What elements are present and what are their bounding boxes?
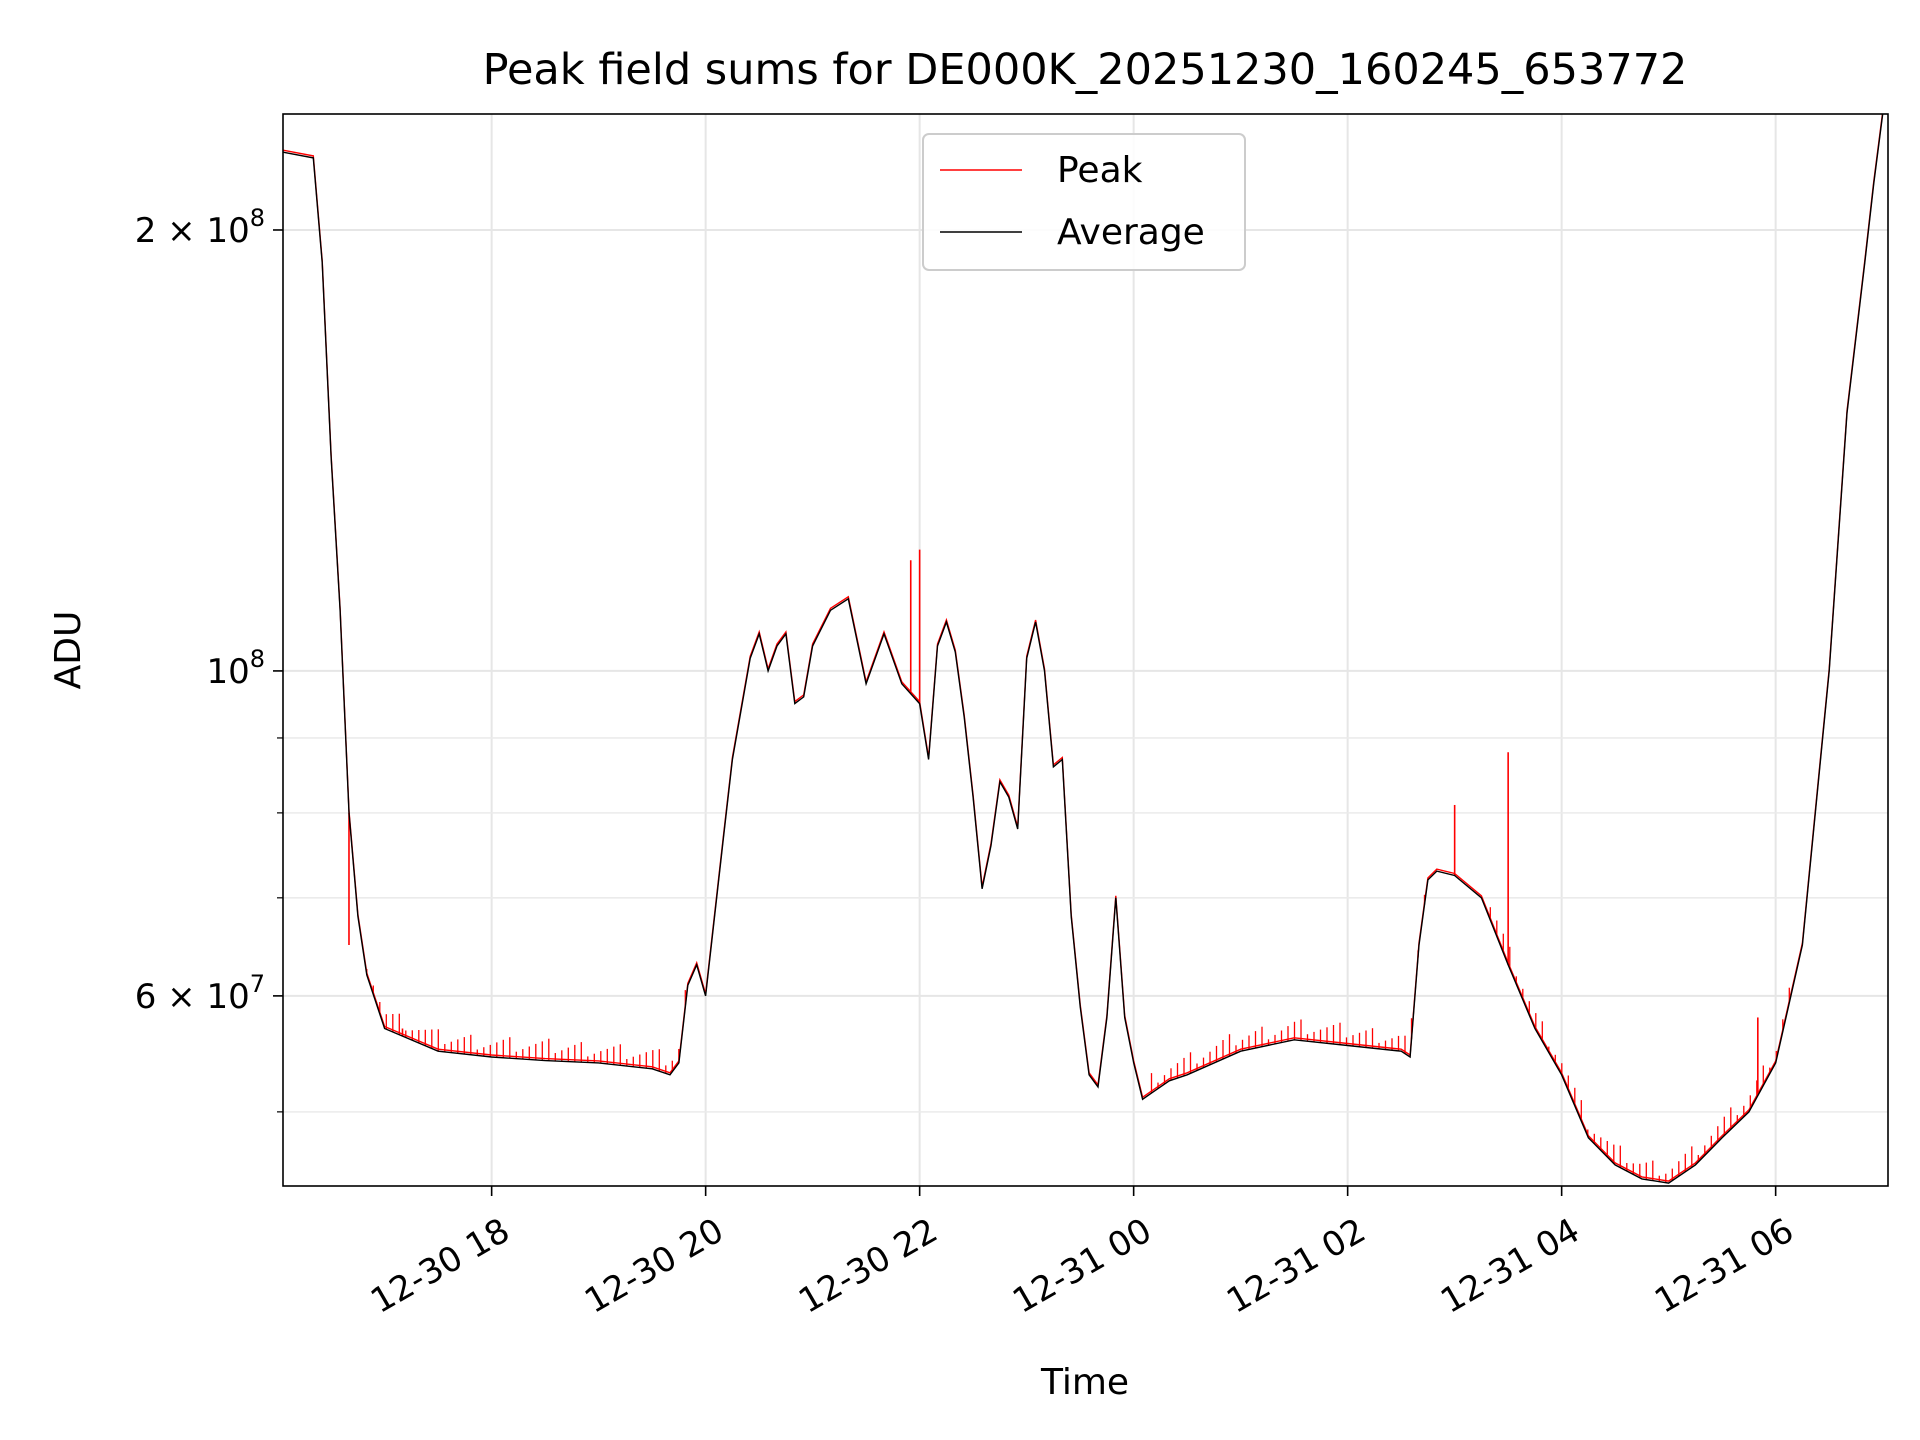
chart-title: Peak field sums for DE000K_20251230_1602…	[483, 45, 1688, 95]
y-axis-ticks: 2 × 108 108 6 × 107	[135, 204, 283, 1113]
y-tick-label-1: 108	[206, 645, 265, 692]
plot-frame	[282, 113, 1889, 1187]
legend-box	[922, 133, 1246, 271]
series-average-line	[283, 114, 1884, 1184]
y-axis-label: ADU	[48, 611, 89, 690]
legend: Peak Average	[922, 133, 1246, 271]
series-peak-fluctuations	[366, 894, 1790, 1183]
legend-peak-label: Peak	[1057, 150, 1143, 191]
y-tick-label-0: 2 × 108	[135, 204, 265, 251]
series-peak-spikes	[348, 549, 1759, 1096]
y-tick-label-2: 6 × 107	[135, 970, 265, 1017]
x-axis-label: Time	[1040, 1362, 1129, 1403]
legend-average-label: Average	[1057, 212, 1205, 253]
